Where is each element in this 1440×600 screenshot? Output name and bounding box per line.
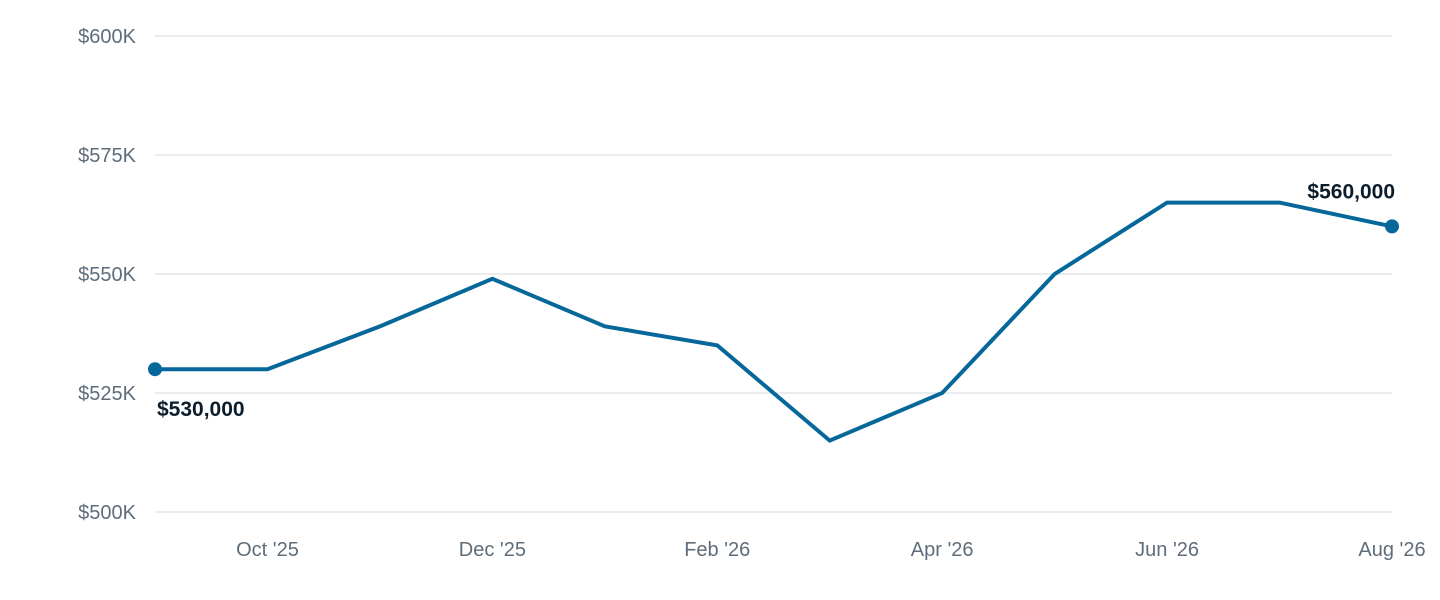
endpoint-marker	[148, 362, 162, 377]
y-tick-label: $550K	[78, 264, 136, 286]
x-tick-label: Aug '26	[1358, 539, 1425, 561]
data-label: $560,000	[1307, 180, 1395, 203]
x-tick-label: Apr '26	[911, 539, 974, 561]
y-axis: $600K $575K $550K $525K $500K	[78, 26, 136, 524]
x-tick-label: Oct '25	[236, 539, 299, 561]
x-tick-label: Dec '25	[459, 539, 526, 561]
series-line	[155, 200, 1393, 443]
y-tick-label: $575K	[78, 145, 136, 167]
x-tick-label: Jun '26	[1135, 539, 1199, 561]
x-tick-label: Feb '26	[684, 539, 750, 561]
endpoint-marker	[1385, 219, 1399, 234]
annotation-layer: $530,000 $560,000	[148, 180, 1399, 421]
y-tick-label: $500K	[78, 502, 136, 524]
grid-layer	[155, 35, 1392, 513]
data-label: $530,000	[157, 398, 245, 421]
x-axis: Oct '25 Dec '25 Feb '26 Apr '26 Jun '26 Aug '…	[236, 539, 1426, 561]
series-layer	[155, 200, 1393, 443]
y-tick-label: $600K	[78, 26, 136, 48]
y-tick-label: $525K	[78, 383, 136, 405]
